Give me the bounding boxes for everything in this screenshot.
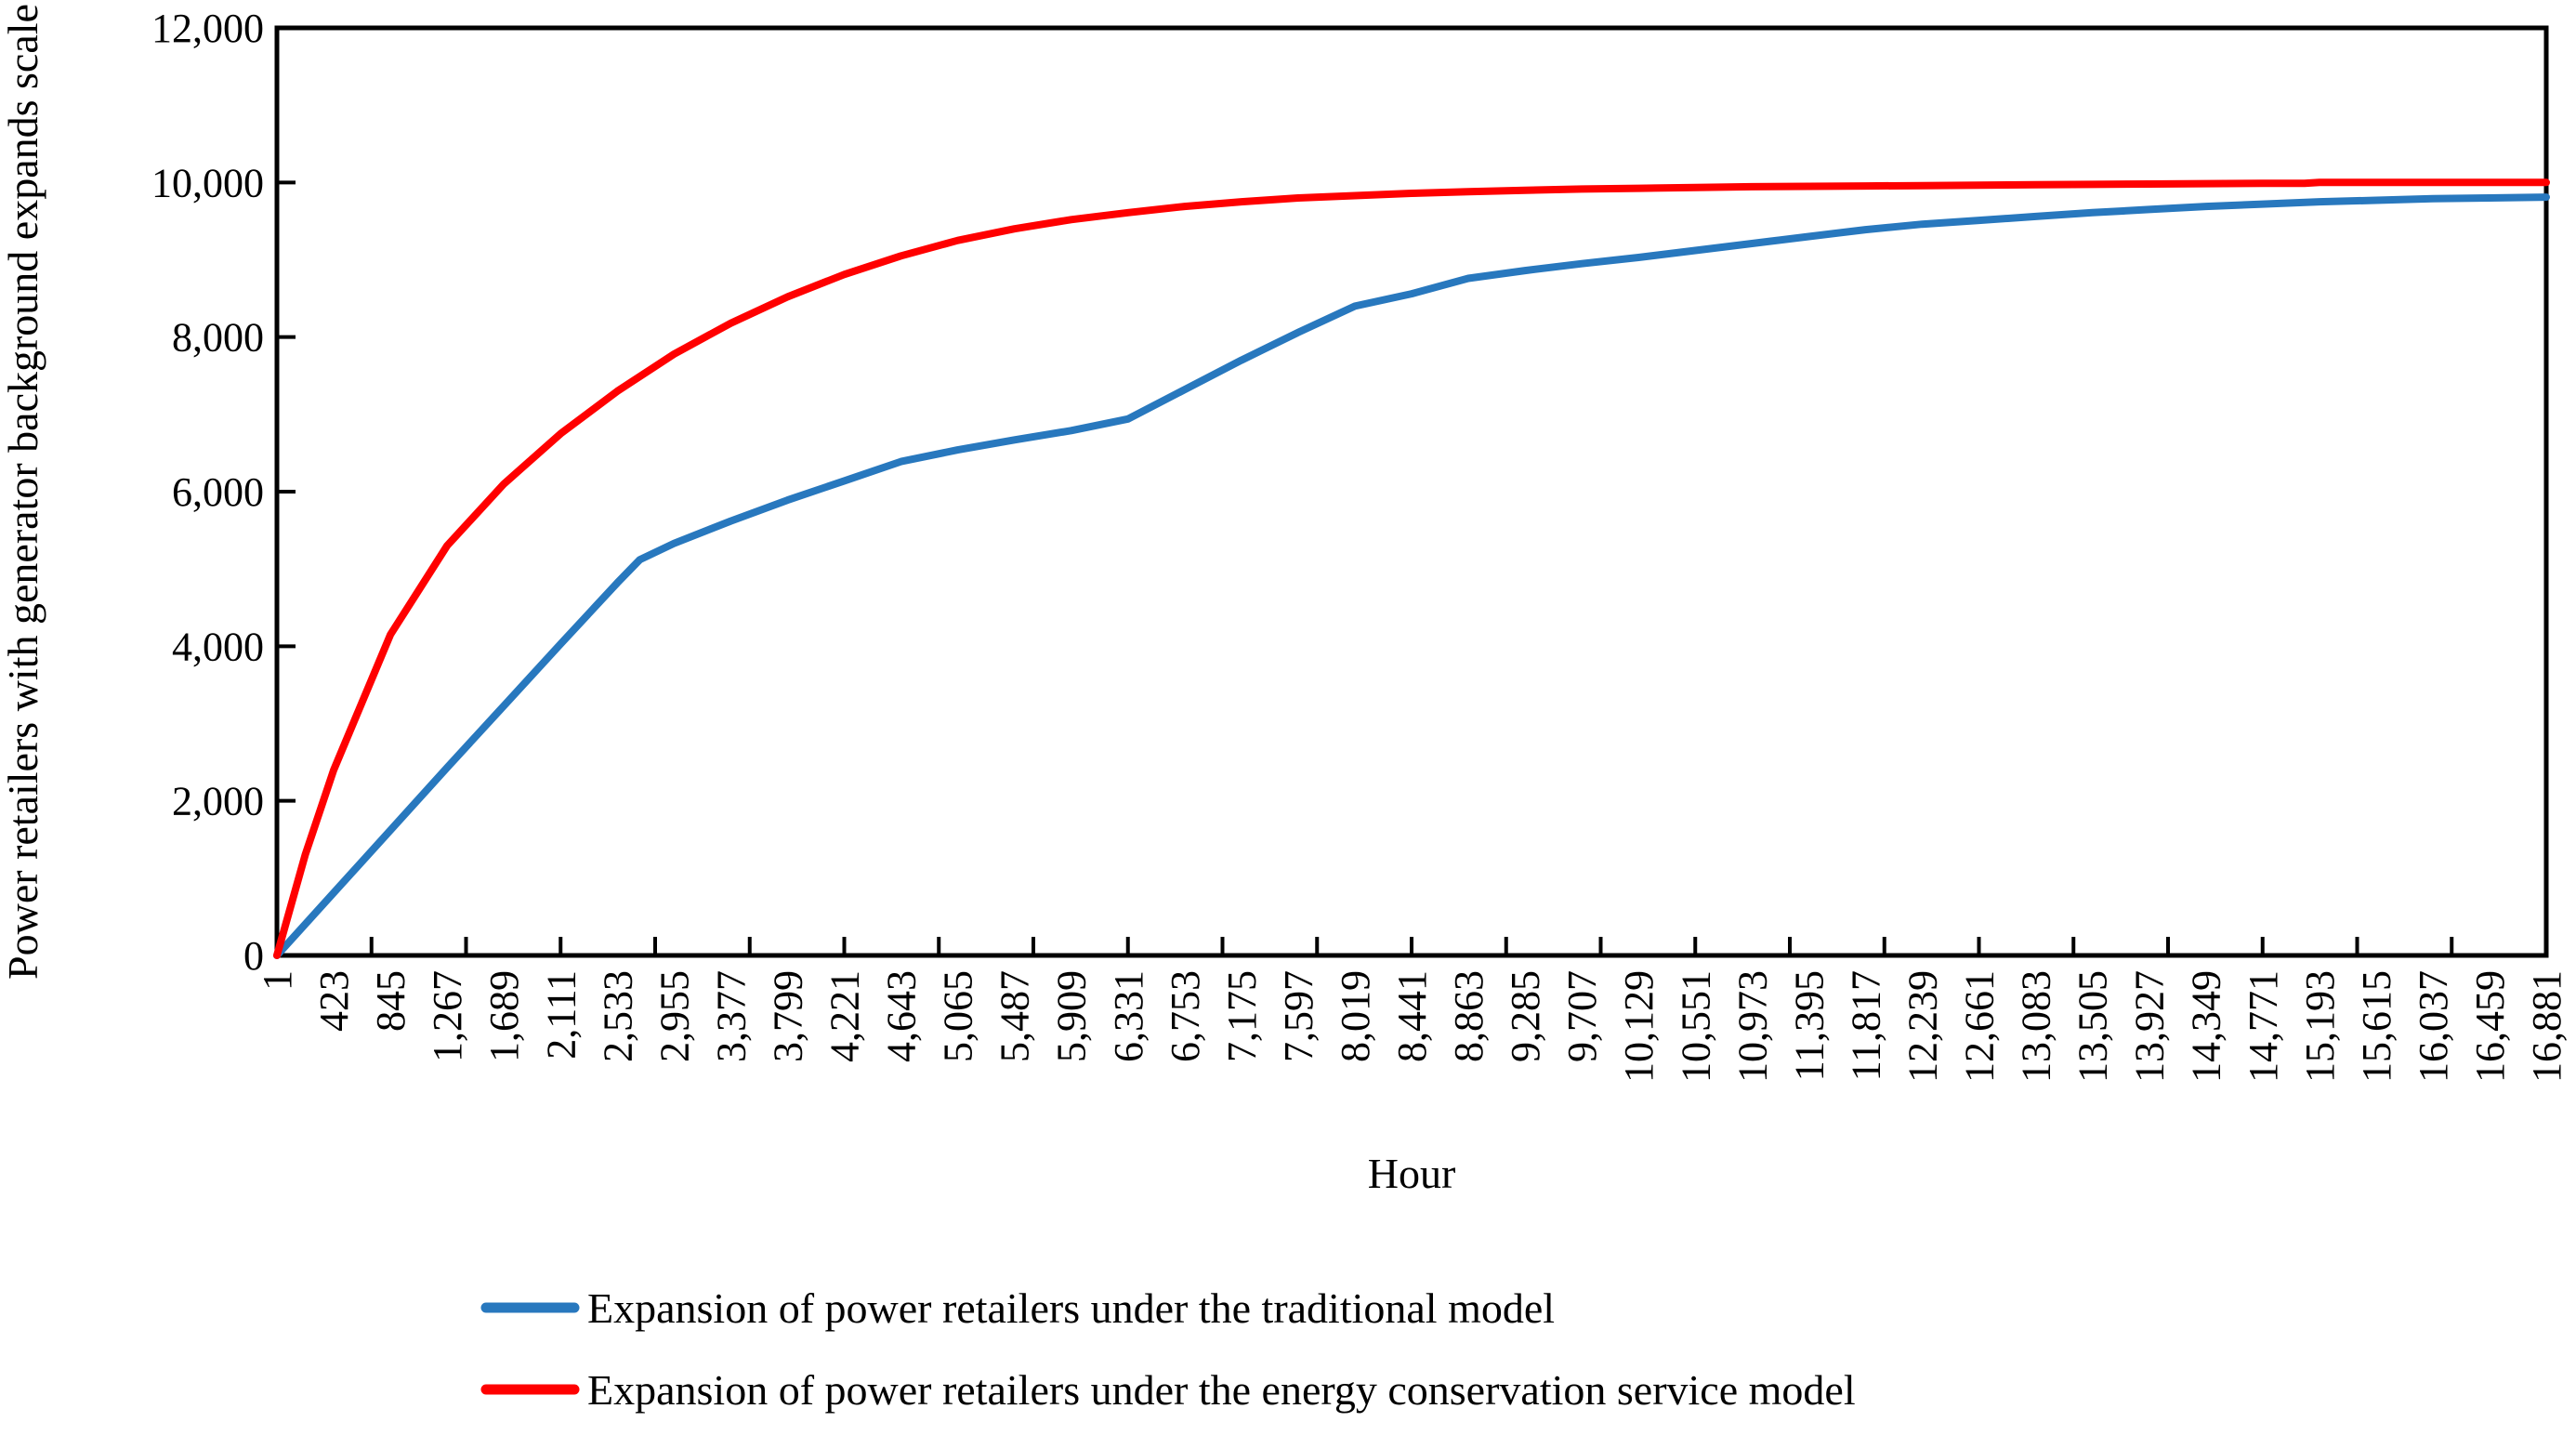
x-tick-label: 12,239 [1899,970,1945,1083]
x-tick-label: 14,349 [2184,970,2229,1083]
chart-series-lines [273,178,2550,959]
y-tick-label: 10,000 [151,160,264,205]
legend: Expansion of power retailers under the t… [480,1284,1856,1414]
y-tick-label: 2,000 [172,779,264,824]
x-tick-label: 423 [311,970,357,1032]
x-tick-label: 4,643 [879,970,925,1062]
x-tick-label: 845 [368,970,414,1032]
series-line-energy-service [273,178,2550,959]
x-tick-label: 11,395 [1786,970,1832,1081]
y-tick-label: 6,000 [172,469,264,515]
y-axis-tick-labels: 0 2,000 4,000 6,000 8,000 10,000 12,000 [151,6,264,979]
y-tick-label: 12,000 [151,6,264,51]
x-tick-label: 10,973 [1729,970,1775,1083]
x-tick-label: 10,551 [1673,970,1718,1083]
x-axis-tick-labels: 1 423 845 1,267 1,689 2,111 2,533 2,955 3,377 3,7… [255,970,2569,1083]
x-tick-label: 7,175 [1219,970,1265,1062]
legend-label-traditional: Expansion of power retailers under the t… [587,1284,1555,1332]
x-tick-label: 15,615 [2354,970,2399,1083]
x-tick-label: 8,863 [1446,970,1492,1062]
x-tick-label: 2,533 [595,970,640,1062]
x-tick-label: 12,661 [1957,970,2003,1083]
x-tick-label: 6,331 [1106,970,1151,1062]
series-line-traditional [273,193,2550,959]
x-tick-label: 14,771 [2241,970,2286,1083]
legend-item-traditional: Expansion of power retailers under the t… [480,1284,1555,1332]
x-axis-title: Hour [1368,1150,1456,1197]
x-tick-label: 16,881 [2524,970,2569,1083]
x-tick-label: 8,019 [1333,970,1378,1062]
x-tick-label: 6,753 [1163,970,1208,1062]
x-tick-label: 8,441 [1389,970,1435,1062]
legend-item-energy-service: Expansion of power retailers under the e… [480,1366,1856,1414]
y-axis-ticks [277,180,296,803]
x-tick-label: 3,377 [708,970,754,1062]
x-tick-label: 1 [255,970,300,991]
x-tick-label: 2,111 [538,970,584,1060]
x-tick-label: 2,955 [651,970,697,1062]
x-tick-label: 13,927 [2127,970,2173,1083]
x-tick-label: 16,459 [2467,970,2513,1083]
x-tick-label: 10,129 [1616,970,1662,1083]
x-tick-label: 4,221 [822,970,868,1062]
x-tick-label: 1,267 [425,970,470,1062]
x-tick-label: 13,505 [2070,970,2116,1083]
x-tick-label: 16,037 [2411,970,2456,1083]
x-tick-label: 13,083 [2014,970,2059,1083]
legend-label-energy-service: Expansion of power retailers under the e… [587,1366,1856,1414]
y-tick-label: 0 [243,933,264,979]
y-axis-title: Power retailers with generator backgroun… [0,4,46,980]
x-tick-label: 11,817 [1843,970,1888,1081]
x-axis-ticks [369,937,2454,955]
x-tick-label: 9,285 [1503,970,1548,1062]
x-tick-label: 15,193 [2297,970,2343,1083]
x-tick-label: 3,799 [765,970,810,1062]
x-tick-label: 1,689 [481,970,527,1062]
plot-frame [274,25,2549,958]
x-tick-label: 5,909 [1049,970,1095,1062]
y-tick-label: 4,000 [172,624,264,669]
x-tick-label: 5,065 [936,970,981,1062]
x-tick-label: 9,707 [1559,970,1605,1062]
y-tick-label: 8,000 [172,315,264,361]
x-tick-label: 5,487 [992,970,1038,1062]
x-tick-label: 7,597 [1276,970,1321,1062]
